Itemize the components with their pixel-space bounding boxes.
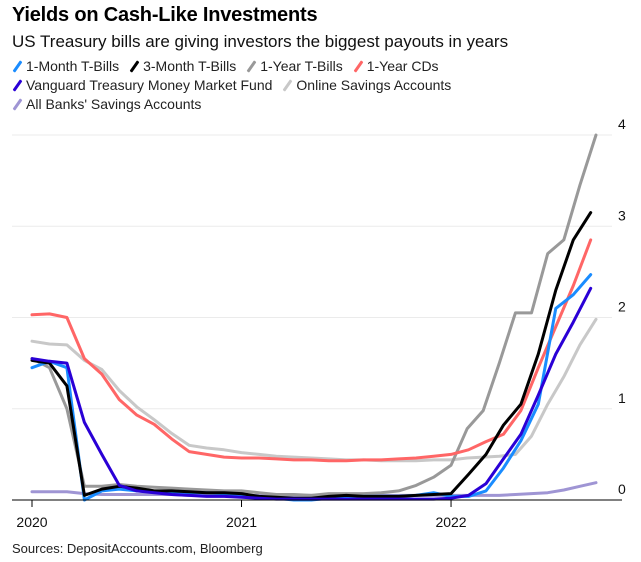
legend-item: All Banks' Savings Accounts [12, 95, 201, 114]
series-line-online-savings-accounts [30, 317, 598, 463]
legend-item: 3-Month T-Bills [129, 57, 236, 76]
legend-item: 1-Month T-Bills [12, 57, 119, 76]
legend-item: 1-Year T-Bills [246, 57, 343, 76]
chart-subtitle: US Treasury bills are giving investors t… [12, 32, 509, 51]
series-line-vanguard-treasury-money-market-fund [30, 286, 593, 501]
legend-row: All Banks' Savings Accounts [12, 95, 612, 114]
y-tick-label: 2 [618, 299, 626, 315]
source-note: Sources: DepositAccounts.com, Bloomberg [12, 541, 263, 556]
series-line-1-year-t-bills [30, 133, 598, 497]
y-tick-label: 0 [618, 481, 626, 497]
legend-item: Vanguard Treasury Money Market Fund [12, 76, 272, 95]
legend-row: Vanguard Treasury Money Market Fund Onli… [12, 76, 612, 95]
legend-label: Online Savings Accounts [296, 77, 452, 93]
y-tick-label: 1 [618, 390, 626, 406]
x-tick-label: 2022 [435, 514, 466, 530]
chart-title: Yields on Cash-Like Investments [12, 4, 318, 26]
gridlines [12, 134, 612, 410]
legend-item: 1-Year CDs [353, 57, 439, 76]
x-tick-label: 2020 [16, 514, 47, 530]
x-tick-label: 2021 [226, 514, 257, 530]
x-axis: 2020 2021 2022 [12, 499, 622, 530]
legend-label: 1-Year CDs [366, 58, 439, 74]
legend-label: All Banks' Savings Accounts [26, 96, 202, 112]
legend-label: Vanguard Treasury Money Market Fund [26, 77, 273, 93]
legend: 1-Month T-Bills 3-Month T-Bills 1-Year T… [12, 57, 612, 114]
series-lines [30, 133, 598, 502]
y-tick-label: 3 [618, 207, 626, 223]
series-line-1-year-cds [30, 238, 593, 463]
y-axis-labels: 0 1 2 3 4 [618, 116, 626, 497]
legend-label: 1-Year T-Bills [260, 58, 343, 74]
legend-item: Online Savings Accounts [282, 76, 451, 95]
legend-row: 1-Month T-Bills 3-Month T-Bills 1-Year T… [12, 57, 612, 76]
y-tick-label: 4 [618, 116, 626, 132]
legend-label: 1-Month T-Bills [26, 58, 120, 74]
legend-label: 3-Month T-Bills [143, 58, 237, 74]
